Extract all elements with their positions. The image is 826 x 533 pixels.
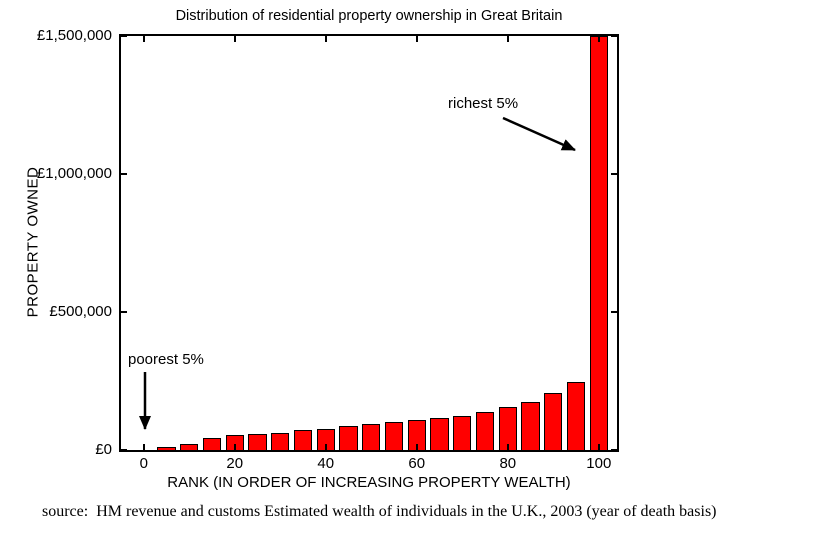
x-tick-mark xyxy=(415,444,418,450)
x-tick-mark xyxy=(142,36,145,42)
y-axis-title: PROPERTY OWNED xyxy=(24,166,42,318)
x-tick-mark xyxy=(233,36,236,42)
bar-rank-80 xyxy=(498,407,517,450)
x-tick-mark xyxy=(597,444,600,450)
bar-rank-95 xyxy=(566,382,586,450)
bar-rank-70 xyxy=(453,415,472,450)
bar-rank-55 xyxy=(384,422,404,450)
y-tick-label: £1,000,000 xyxy=(36,165,112,182)
chart-title: Distribution of residential property own… xyxy=(175,8,563,24)
y-tick-label: £1,500,000 xyxy=(36,27,112,44)
y-tick-mark xyxy=(121,449,127,451)
x-tick-label: 60 xyxy=(408,455,426,472)
x-tick-mark xyxy=(324,444,327,450)
x-tick-mark xyxy=(233,444,236,450)
x-tick-mark xyxy=(506,444,509,450)
x-tick-mark xyxy=(597,36,600,42)
y-tick-mark xyxy=(611,449,617,451)
bar-rank-45 xyxy=(339,426,358,450)
bar-rank-85 xyxy=(521,402,540,450)
bar-rank-5 xyxy=(157,446,176,450)
x-tick-label: 20 xyxy=(226,455,244,472)
y-tick-mark xyxy=(121,35,127,37)
source-caption: source: HM revenue and customs Estimated… xyxy=(42,503,717,520)
x-tick-label: 0 xyxy=(139,455,148,472)
plot-area xyxy=(119,34,619,452)
bar-rank-35 xyxy=(293,430,313,450)
bar-rank-25 xyxy=(248,433,267,450)
bar-rank-40 xyxy=(316,429,335,450)
bar-rank-75 xyxy=(475,411,495,450)
y-tick-mark xyxy=(121,173,127,175)
y-tick-label: £0 xyxy=(95,441,112,458)
bar-rank-50 xyxy=(362,424,381,450)
x-tick-label: 80 xyxy=(499,455,517,472)
y-tick-label: £500,000 xyxy=(49,303,112,320)
x-tick-mark xyxy=(415,36,418,42)
x-tick-label: 100 xyxy=(586,455,612,472)
y-tick-mark xyxy=(611,311,617,313)
bar-rank-15 xyxy=(202,437,222,450)
annotation-poorest-5pct: poorest 5% xyxy=(128,351,204,368)
y-tick-mark xyxy=(121,311,127,313)
x-tick-mark xyxy=(506,36,509,42)
bar-rank-60 xyxy=(407,420,426,450)
x-tick-mark xyxy=(324,36,327,42)
bar-rank-90 xyxy=(544,393,563,450)
y-tick-mark xyxy=(611,35,617,37)
x-tick-label: 40 xyxy=(317,455,335,472)
annotation-richest-5pct: richest 5% xyxy=(448,95,519,112)
bar-rank-20 xyxy=(225,434,244,450)
bar-rank-100 xyxy=(589,36,608,450)
bar-rank-10 xyxy=(180,444,199,450)
bar-rank-30 xyxy=(271,432,290,450)
bar-rank-65 xyxy=(430,417,449,450)
x-axis-title: RANK (IN ORDER OF INCREASING PROPERTY WE… xyxy=(167,474,571,491)
x-tick-mark xyxy=(142,444,145,450)
y-tick-mark xyxy=(611,173,617,175)
